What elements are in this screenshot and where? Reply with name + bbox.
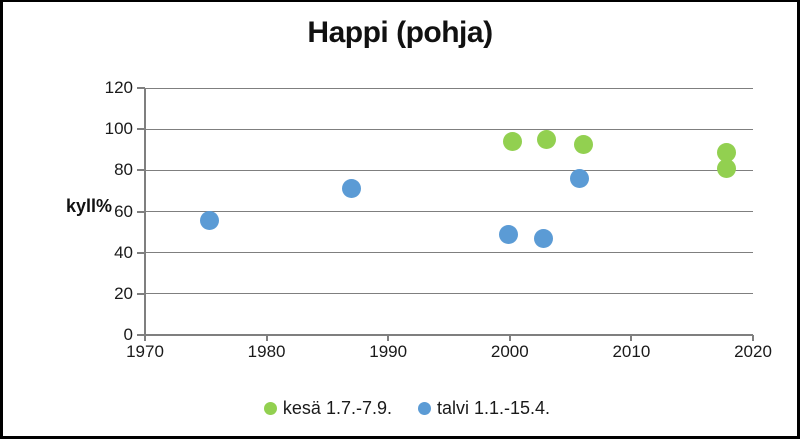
y-tick-mark (137, 210, 145, 213)
data-point-series-1 (502, 132, 522, 152)
data-point-series-2 (569, 169, 589, 189)
y-tick-mark (137, 292, 145, 295)
x-tick-mark (508, 335, 511, 341)
data-point-series-2 (499, 224, 519, 244)
data-point-series-2 (199, 211, 219, 231)
y-tick-label: 0 (123, 325, 133, 344)
chart-title: Happi (pohja) (307, 16, 493, 49)
legend-item: kesä 1.7.-7.9. (263, 398, 392, 419)
legend-item: talvi 1.1.-15.4. (418, 398, 550, 419)
x-tick-mark (387, 335, 390, 341)
x-tick-label: 2010 (612, 342, 651, 361)
gridline (145, 87, 753, 89)
legend-label: talvi 1.1.-15.4. (437, 398, 551, 418)
x-tick-label: 2020 (734, 342, 772, 361)
data-point-series-1 (574, 135, 594, 155)
legend-marker (263, 402, 277, 415)
y-tick-label: 120 (104, 78, 133, 97)
x-tick-mark (630, 335, 633, 341)
y-tick-label: 60 (114, 201, 133, 221)
y-tick-label: 40 (114, 242, 133, 262)
legend: kesä 1.7.-7.9. talvi 1.1.-15.4. (10, 398, 797, 419)
legend-label: kesä 1.7.-7.9. (282, 398, 392, 418)
y-tick-mark (137, 334, 145, 336)
gridline (145, 128, 753, 130)
y-tick-mark (137, 87, 145, 89)
x-tick-label: 1970 (126, 342, 164, 361)
x-tick-mark (144, 335, 146, 341)
data-point-series-2 (534, 228, 554, 248)
x-tick-mark (752, 335, 754, 341)
y-tick-label: 80 (114, 160, 133, 180)
gridline (145, 211, 753, 212)
data-point-series-2 (342, 179, 362, 199)
data-point-series-1 (716, 143, 736, 163)
x-tick-mark (265, 335, 268, 341)
y-tick-mark (137, 251, 145, 254)
y-axis-title: kyll% (65, 196, 113, 216)
x-tick-label: 1990 (369, 342, 408, 361)
gridline (145, 293, 753, 295)
gridline (145, 169, 753, 171)
x-tick-label: 1980 (247, 342, 286, 361)
legend-marker (418, 402, 431, 415)
plot-area: 0 20 40 60 80 100 120 1970 1980 1990 2000 2010 2020 (105, 78, 772, 361)
y-tick-label: 20 (114, 283, 133, 303)
y-tick-mark (137, 169, 145, 172)
y-tick-mark (137, 128, 145, 131)
data-point-series-1 (536, 129, 556, 149)
y-tick-label: 100 (104, 119, 133, 139)
gridline (145, 252, 753, 254)
data-point-series-1 (716, 158, 736, 178)
x-tick-label: 2000 (490, 342, 529, 361)
x-axis-line (145, 334, 753, 336)
